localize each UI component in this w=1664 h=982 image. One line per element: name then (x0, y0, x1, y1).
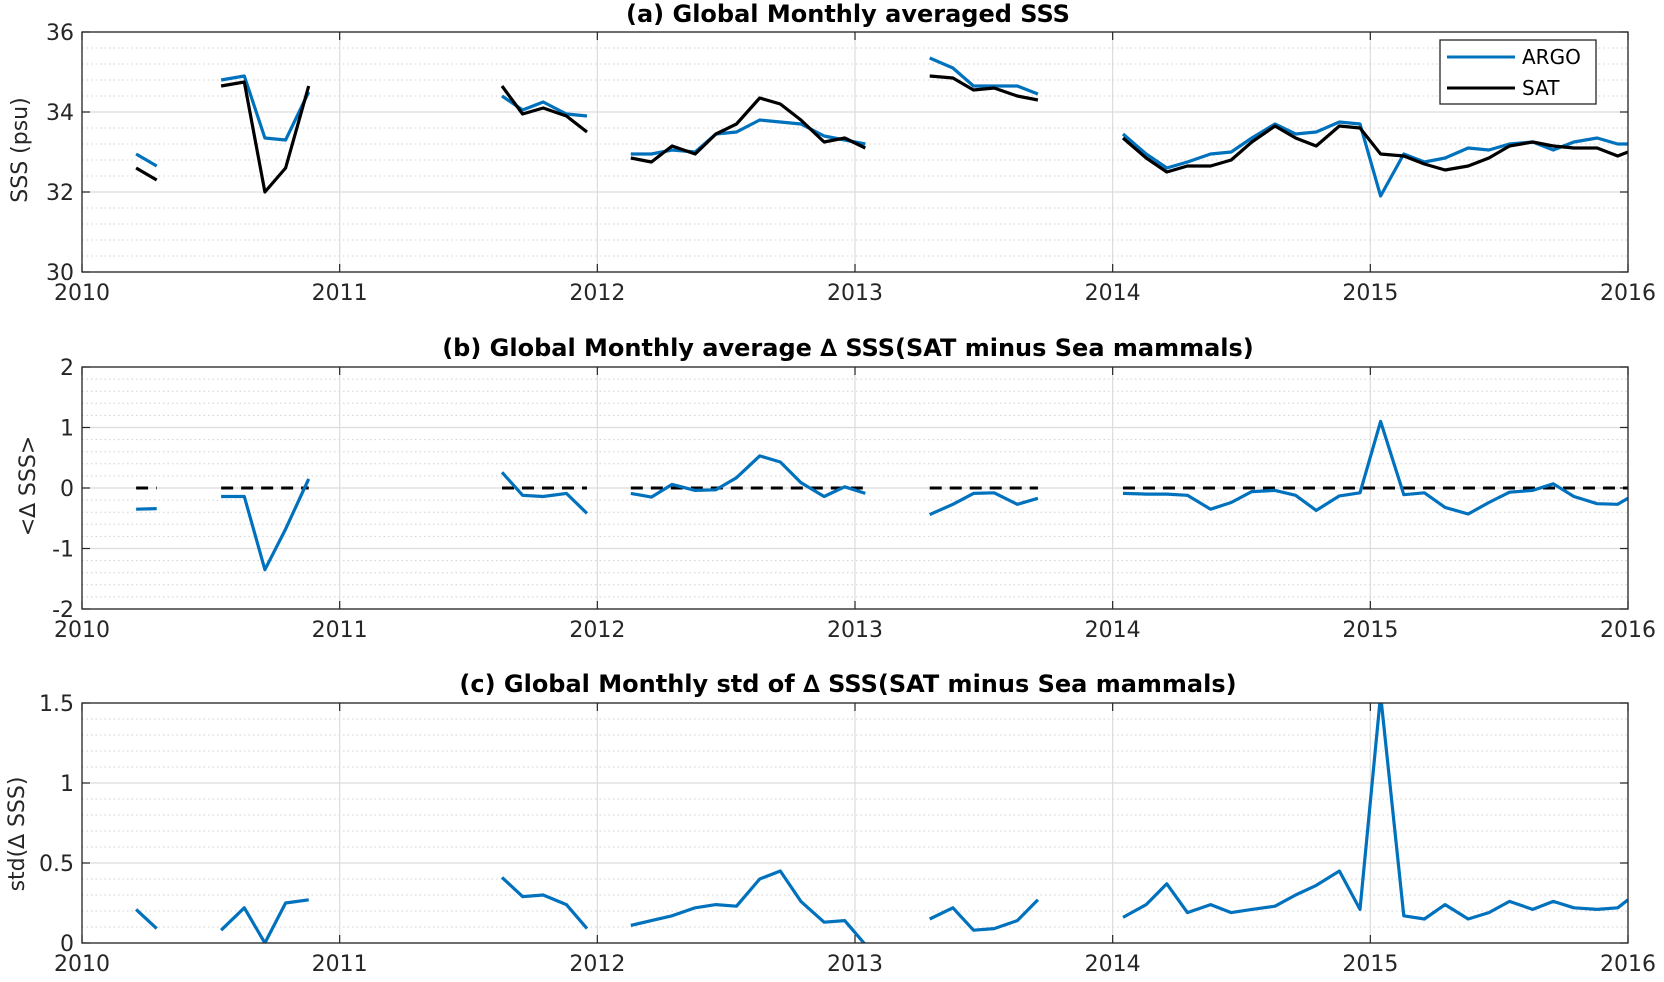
panel-b-series-line-segment (630, 454, 866, 499)
panel-a-sss: (a) Global Monthly averaged SSS SSS (psu… (8, 0, 1656, 306)
panel-a-grid (81, 31, 1629, 273)
panel-b-title: (b) Global Monthly average ∆ SSS(SAT min… (442, 334, 1254, 362)
y-tick-label: 1.5 (39, 692, 74, 717)
x-tick-label: 2015 (1342, 618, 1398, 643)
x-tick-label: 2014 (1085, 281, 1141, 306)
panel-a-series-argo-segment (135, 152, 158, 168)
panel-b-series-line-segment (929, 491, 1039, 517)
y-tick-label: 2 (60, 356, 74, 381)
y-tick-label: 0 (60, 932, 74, 957)
x-tick-label: 2013 (827, 618, 883, 643)
x-tick-label: 2010 (54, 618, 110, 643)
x-tick-label: 2011 (312, 281, 368, 306)
panel-c-series-line-segment (135, 908, 158, 930)
panel-b-series-line-segment (1122, 419, 1628, 516)
x-tick-label: 2016 (1600, 952, 1656, 977)
legend-box (1439, 39, 1597, 105)
y-tick-label: 32 (46, 181, 74, 206)
y-tick-label: 0.5 (39, 852, 74, 877)
x-tick-label: 2010 (54, 281, 110, 306)
panel-a-series-sat-segment (500, 85, 588, 134)
panel-a-ticks: 30 32 34 36 2010 2011 2012 2013 2014 2015 2016 (46, 21, 1656, 306)
panel-b-ylabel: <∆ SSS> (16, 436, 41, 536)
y-tick-label: 1 (60, 772, 74, 797)
legend: ARGO SAT (1439, 39, 1597, 105)
panel-a-series-sat-segment (630, 96, 866, 164)
panel-b-ticks: -2 -1 0 1 2 2010 2011 2012 2013 2014 2015 2016 (52, 356, 1656, 643)
panel-a-series-sat-segment (135, 166, 158, 182)
x-tick-label: 2016 (1600, 618, 1656, 643)
panel-b-mean-delta: (b) Global Monthly average ∆ SSS(SAT min… (16, 334, 1656, 643)
legend-sat-label: SAT (1522, 76, 1560, 100)
panel-b-series-line-segment (500, 471, 589, 515)
x-tick-label: 2014 (1085, 952, 1141, 977)
x-tick-label: 2015 (1342, 952, 1398, 977)
y-tick-label: 1 (60, 417, 74, 442)
x-tick-label: 2016 (1600, 281, 1656, 306)
panel-a-series-argo-segment (1121, 120, 1628, 198)
panel-b-plot (136, 419, 1628, 572)
panel-a-frame (81, 31, 1629, 273)
panel-c-plot (135, 703, 1628, 943)
y-tick-label: 34 (46, 101, 74, 126)
panel-a-series-sat-segment (220, 80, 311, 194)
panel-b-frame (81, 366, 1629, 610)
x-tick-label: 2012 (569, 952, 625, 977)
panel-a-series-sat-segment (929, 74, 1039, 102)
x-tick-label: 2012 (569, 281, 625, 306)
y-tick-label: 36 (46, 21, 74, 46)
panel-c-title: (c) Global Monthly std of ∆ SSS(SAT minu… (459, 670, 1236, 698)
panel-b-series-line-segment (221, 478, 311, 572)
x-tick-label: 2015 (1342, 281, 1398, 306)
y-tick-label: 30 (46, 261, 74, 286)
panel-c-series-line-segment (1122, 703, 1628, 921)
panel-c-series-line-segment (219, 898, 309, 943)
x-tick-label: 2014 (1085, 618, 1141, 643)
x-tick-label: 2011 (312, 952, 368, 977)
panel-a-series-sat-segment (1121, 124, 1628, 174)
x-tick-label: 2013 (827, 952, 883, 977)
x-tick-label: 2012 (569, 618, 625, 643)
y-tick-label: -2 (52, 598, 74, 623)
panel-b-grid (81, 366, 1629, 610)
panel-c-grid (81, 702, 1629, 944)
panel-a-title: (a) Global Monthly averaged SSS (626, 0, 1070, 28)
y-tick-label: -1 (52, 538, 74, 563)
panel-a-ylabel: SSS (psu) (8, 97, 33, 202)
x-tick-label: 2010 (54, 952, 110, 977)
x-tick-label: 2011 (312, 618, 368, 643)
y-tick-label: 0 (60, 477, 74, 502)
panel-c-ylabel: std(∆ SSS) (5, 777, 30, 892)
panel-c-series-line-segment (929, 898, 1040, 932)
panel-a-series-argo-segment (929, 56, 1039, 96)
panel-c-std-delta: (c) Global Monthly std of ∆ SSS(SAT minu… (5, 670, 1656, 977)
panel-c-series-line-segment (630, 869, 867, 943)
x-tick-label: 2013 (827, 281, 883, 306)
legend-argo-label: ARGO (1522, 45, 1581, 69)
panel-a-plot (135, 56, 1628, 198)
panel-c-series-line-segment (500, 876, 589, 930)
panel-b-series-line-segment (136, 507, 157, 511)
panel-a-series-argo-segment (220, 74, 311, 142)
panel-c-frame (81, 702, 1629, 944)
panel-c-ticks: 0 0.5 1 1.5 2010 2011 2012 2013 2014 2015 2016 (39, 692, 1656, 977)
